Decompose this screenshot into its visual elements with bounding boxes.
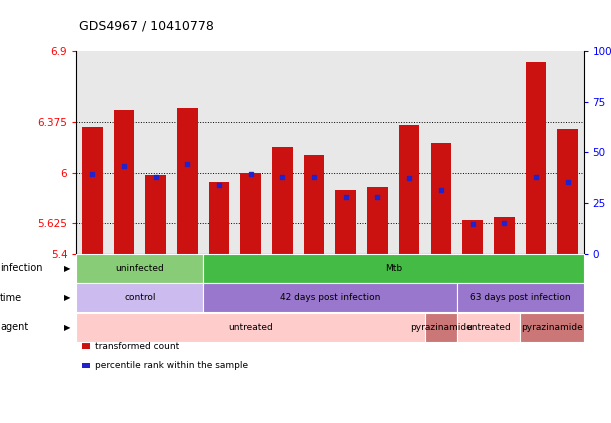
Bar (399, 125, 420, 254)
Text: percentile rank within the sample: percentile rank within the sample (95, 360, 248, 370)
Text: ▶: ▶ (64, 323, 70, 332)
Bar (240, 173, 261, 254)
Text: infection: infection (0, 263, 43, 273)
Text: control: control (124, 293, 156, 302)
Text: ▶: ▶ (64, 264, 70, 273)
Text: pyrazinamide: pyrazinamide (521, 323, 583, 332)
Bar (367, 187, 388, 254)
Bar (494, 217, 514, 254)
Bar (304, 155, 324, 254)
Bar (335, 190, 356, 254)
Text: uninfected: uninfected (115, 264, 164, 273)
Text: untreated: untreated (229, 323, 273, 332)
Bar (525, 62, 546, 254)
Text: time: time (0, 293, 22, 303)
Text: GDS4967 / 10410778: GDS4967 / 10410778 (79, 19, 214, 32)
Text: 63 days post infection: 63 days post infection (470, 293, 571, 302)
Bar (272, 147, 293, 254)
Text: pyrazinamide: pyrazinamide (410, 323, 472, 332)
Text: 42 days post infection: 42 days post infection (280, 293, 380, 302)
Bar (177, 107, 197, 254)
Bar (114, 110, 134, 254)
Bar (209, 182, 229, 254)
Bar (145, 175, 166, 254)
Text: transformed count: transformed count (95, 341, 179, 351)
Text: agent: agent (0, 322, 28, 332)
Bar (82, 126, 103, 254)
Bar (463, 220, 483, 254)
Text: ▶: ▶ (64, 293, 70, 302)
Bar (431, 143, 451, 254)
Text: Mtb: Mtb (385, 264, 402, 273)
Text: untreated: untreated (466, 323, 511, 332)
Bar (557, 129, 578, 254)
